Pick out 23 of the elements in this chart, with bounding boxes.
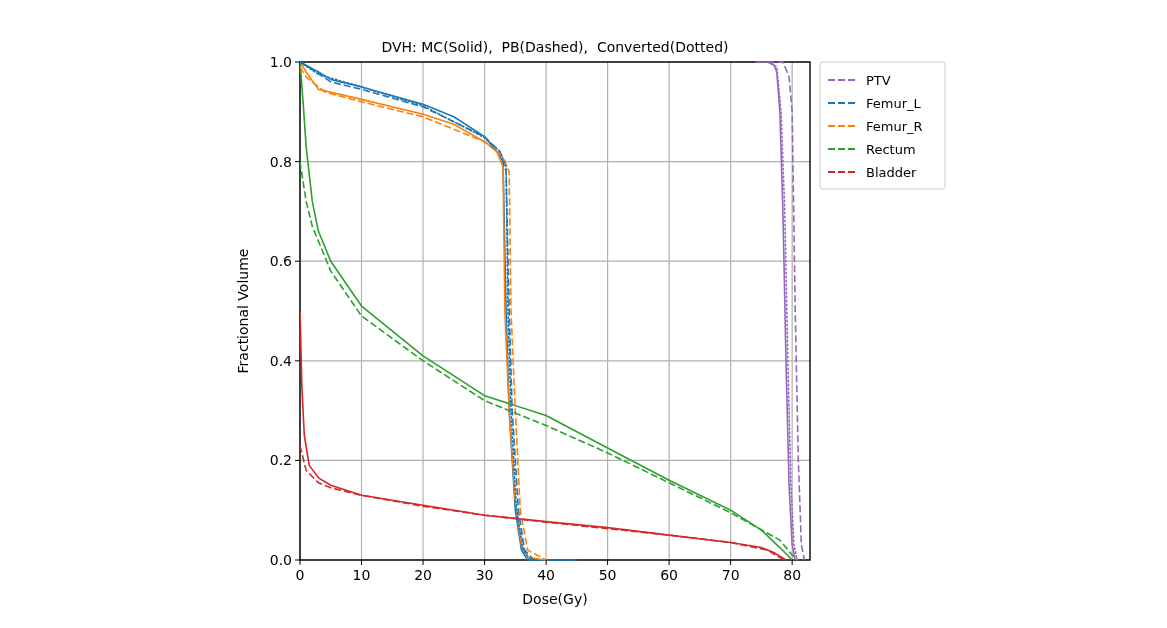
legend-label: Femur_L xyxy=(866,96,922,111)
x-tick-label: 40 xyxy=(537,567,555,583)
x-tick-label: 60 xyxy=(660,567,679,583)
legend-label: PTV xyxy=(866,73,891,88)
legend-label: Bladder xyxy=(866,165,917,180)
chart-title: DVH: MC(Solid), PB(Dashed), Converted(Dotted) xyxy=(381,39,729,55)
y-tick-label: 0.2 xyxy=(269,452,292,469)
y-tick-label: 0.8 xyxy=(269,153,292,170)
y-tick-label: 1.0 xyxy=(269,54,292,70)
x-tick-label: 20 xyxy=(414,567,432,583)
x-tick-label: 30 xyxy=(475,567,494,583)
y-tick-label: 0.4 xyxy=(269,352,293,369)
x-tick-label: 0 xyxy=(295,567,305,583)
x-tick-label: 80 xyxy=(783,567,802,583)
x-tick-label: 70 xyxy=(721,567,740,583)
legend-label: Femur_R xyxy=(866,119,923,134)
x-tick-label: 10 xyxy=(352,567,371,583)
x-tick-label: 50 xyxy=(598,567,617,583)
x-axis-title: Dose(Gy) xyxy=(522,591,588,607)
y-tick-label: 0.0 xyxy=(269,552,292,568)
y-tick-label: 0.6 xyxy=(269,253,293,270)
legend-label: Rectum xyxy=(866,142,916,157)
y-axis-title: Fractional Volume xyxy=(235,248,251,374)
